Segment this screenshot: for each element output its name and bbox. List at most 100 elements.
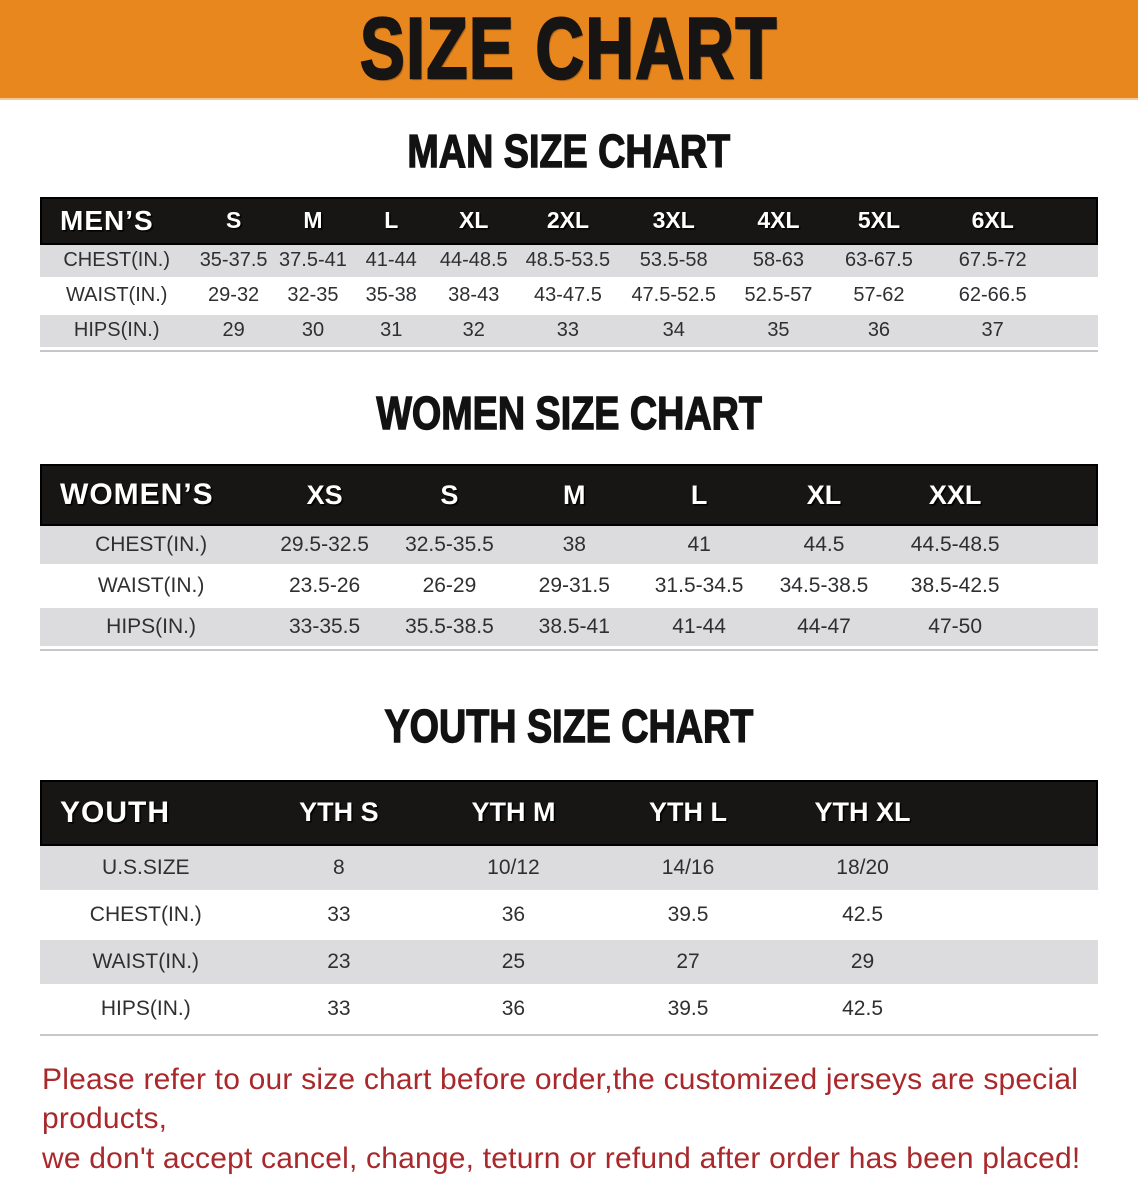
row-filler	[1055, 314, 1098, 350]
row-filler	[949, 845, 1098, 893]
size-column-header: XL	[761, 464, 887, 527]
size-value: 48.5-53.5	[517, 244, 619, 280]
size-value: 36	[426, 986, 601, 1034]
size-value: 32	[430, 314, 518, 350]
size-value: 14/16	[600, 845, 776, 893]
size-value: 29-32	[193, 279, 274, 315]
size-value: 29.5-32.5	[262, 526, 388, 568]
size-column-header: 6XL	[929, 196, 1056, 245]
size-column-header: XS	[262, 464, 388, 527]
row-label: HIPS(IN.)	[40, 314, 194, 350]
size-value: 26-29	[387, 567, 512, 609]
size-value: 30	[273, 314, 353, 350]
table-row: WAIST(IN.) 23.5-26 26-29 29-31.5 31.5-34.5 34…	[40, 567, 1098, 609]
size-value: 29	[193, 314, 274, 350]
table-row: U.S.SIZE 8 10/12 14/16 18/20	[40, 845, 1098, 893]
size-value: 38	[511, 526, 637, 568]
youth-section-title: YOUTH SIZE CHART	[384, 700, 754, 753]
size-value: 34	[618, 314, 729, 350]
table-row: CHEST(IN.) 35-37.5 37.5-41 41-44 44-48.5 48.5…	[40, 244, 1098, 280]
women-size-table: WOMEN’S XS S M L XL XXL CHEST(IN.) 29.5-32.5 32.…	[40, 464, 1098, 652]
men-header-row: MEN’S S M L XL 2XL 3XL 4XL 5XL 6XL	[40, 196, 1098, 245]
size-value: 44-48.5	[430, 244, 518, 280]
size-value: 29-31.5	[511, 567, 637, 609]
row-filler	[949, 939, 1098, 987]
row-label: HIPS(IN.)	[40, 986, 252, 1034]
size-column-header: S	[387, 464, 512, 527]
size-value: 36	[426, 892, 601, 940]
size-column-header: 4XL	[728, 196, 829, 245]
size-value: 41	[636, 526, 762, 568]
size-value: 32-35	[273, 279, 353, 315]
women-header-row: WOMEN’S XS S M L XL XXL	[40, 464, 1098, 527]
size-value: 44.5-48.5	[886, 526, 1024, 568]
women-section-title: WOMEN SIZE CHART	[376, 386, 763, 439]
size-value: 47-50	[886, 608, 1024, 650]
size-value: 52.5-57	[728, 279, 829, 315]
size-value: 27	[600, 939, 776, 987]
row-label: WAIST(IN.)	[40, 939, 252, 987]
size-value: 32.5-35.5	[387, 526, 512, 568]
size-value: 35-37.5	[193, 244, 274, 280]
size-column-header: YTH XL	[775, 779, 950, 846]
header-filler	[1023, 464, 1098, 527]
size-column-header: YTH S	[251, 779, 427, 846]
row-filler	[1023, 567, 1098, 609]
size-value: 44-47	[761, 608, 887, 650]
table-row: HIPS(IN.) 29 30 31 32 33 34 35 36 37	[40, 314, 1098, 350]
table-row: HIPS(IN.) 33-35.5 35.5-38.5 38.5-41 41-44 44-…	[40, 608, 1098, 650]
table-row: WAIST(IN.) 23 25 27 29	[40, 939, 1098, 987]
size-value: 31	[352, 314, 431, 350]
size-value: 8	[251, 845, 427, 893]
men-size-table: MEN’S S M L XL 2XL 3XL 4XL 5XL 6XL CHEST(IN.) 35-3…	[40, 196, 1098, 352]
size-value: 58-63	[728, 244, 829, 280]
size-column-header: 3XL	[618, 196, 729, 245]
size-column-header: 2XL	[517, 196, 619, 245]
size-value: 41-44	[352, 244, 431, 280]
size-value: 33	[251, 892, 427, 940]
size-value: 25	[426, 939, 601, 987]
size-value: 31.5-34.5	[636, 567, 762, 609]
size-value: 35-38	[352, 279, 431, 315]
size-column-header: XL	[430, 196, 518, 245]
header-filler	[1055, 196, 1098, 245]
size-value: 63-67.5	[828, 244, 930, 280]
table-row: CHEST(IN.) 29.5-32.5 32.5-35.5 38 41 44.5 44.5…	[40, 526, 1098, 568]
size-value: 44.5	[761, 526, 887, 568]
size-column-header: L	[636, 464, 762, 527]
youth-header-row: YOUTH YTH S YTH M YTH L YTH XL	[40, 779, 1098, 846]
size-column-header: M	[511, 464, 637, 527]
size-value: 36	[828, 314, 930, 350]
row-filler	[949, 892, 1098, 940]
page-title: SIZE CHART	[359, 1, 779, 97]
size-column-header: XXL	[886, 464, 1024, 527]
size-column-header: 5XL	[828, 196, 930, 245]
order-notice-line1: Please refer to our size chart before or…	[42, 1062, 1079, 1136]
row-filler	[1023, 608, 1098, 650]
table-row: HIPS(IN.) 33 36 39.5 42.5	[40, 986, 1098, 1034]
size-value: 53.5-58	[618, 244, 729, 280]
size-column-header: S	[193, 196, 274, 245]
size-value: 41-44	[636, 608, 762, 650]
size-value: 67.5-72	[929, 244, 1056, 280]
row-label: CHEST(IN.)	[40, 892, 252, 940]
row-label: WAIST(IN.)	[40, 279, 194, 315]
table-row: CHEST(IN.) 33 36 39.5 42.5	[40, 892, 1098, 940]
order-notice: Please refer to our size chart before or…	[42, 1060, 1096, 1179]
size-value: 34.5-38.5	[761, 567, 887, 609]
header-filler	[949, 779, 1098, 846]
size-value: 38.5-41	[511, 608, 637, 650]
youth-size-table: YOUTH YTH S YTH M YTH L YTH XL U.S.SIZE 8 10/1…	[40, 779, 1098, 1036]
size-value: 18/20	[775, 845, 950, 893]
size-value: 23.5-26	[262, 567, 388, 609]
size-value: 33-35.5	[262, 608, 388, 650]
row-label: CHEST(IN.)	[40, 244, 194, 280]
size-value: 10/12	[426, 845, 601, 893]
size-value: 37.5-41	[273, 244, 353, 280]
size-value: 33	[517, 314, 619, 350]
size-value: 42.5	[775, 892, 950, 940]
size-value: 47.5-52.5	[618, 279, 729, 315]
row-filler	[1023, 526, 1098, 568]
order-notice-line2: we don't accept cancel, change, teturn o…	[42, 1141, 1081, 1175]
